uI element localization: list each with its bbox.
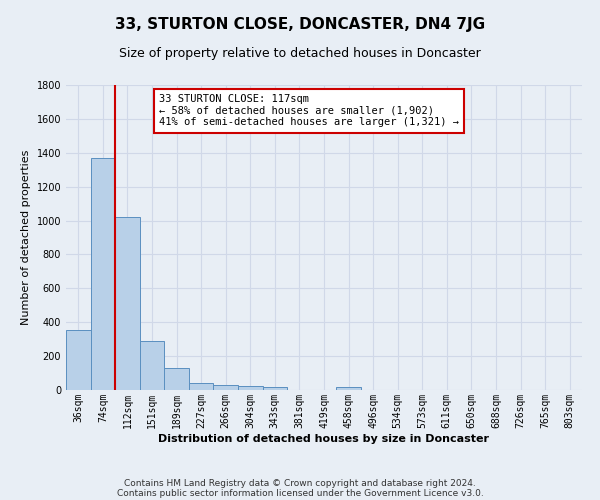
Bar bbox=[336, 386, 361, 390]
Text: Size of property relative to detached houses in Doncaster: Size of property relative to detached ho… bbox=[119, 48, 481, 60]
Bar bbox=[189, 382, 214, 390]
Bar bbox=[115, 217, 140, 390]
Y-axis label: Number of detached properties: Number of detached properties bbox=[21, 150, 31, 325]
Text: 33, STURTON CLOSE, DONCASTER, DN4 7JG: 33, STURTON CLOSE, DONCASTER, DN4 7JG bbox=[115, 18, 485, 32]
Bar bbox=[263, 387, 287, 390]
X-axis label: Distribution of detached houses by size in Doncaster: Distribution of detached houses by size … bbox=[158, 434, 490, 444]
Bar bbox=[214, 384, 238, 390]
Bar bbox=[66, 330, 91, 390]
Text: Contains HM Land Registry data © Crown copyright and database right 2024.: Contains HM Land Registry data © Crown c… bbox=[124, 478, 476, 488]
Bar bbox=[238, 386, 263, 390]
Text: Contains public sector information licensed under the Government Licence v3.0.: Contains public sector information licen… bbox=[116, 488, 484, 498]
Text: 33 STURTON CLOSE: 117sqm
← 58% of detached houses are smaller (1,902)
41% of sem: 33 STURTON CLOSE: 117sqm ← 58% of detach… bbox=[159, 94, 459, 128]
Bar bbox=[164, 368, 189, 390]
Bar bbox=[91, 158, 115, 390]
Bar bbox=[140, 341, 164, 390]
